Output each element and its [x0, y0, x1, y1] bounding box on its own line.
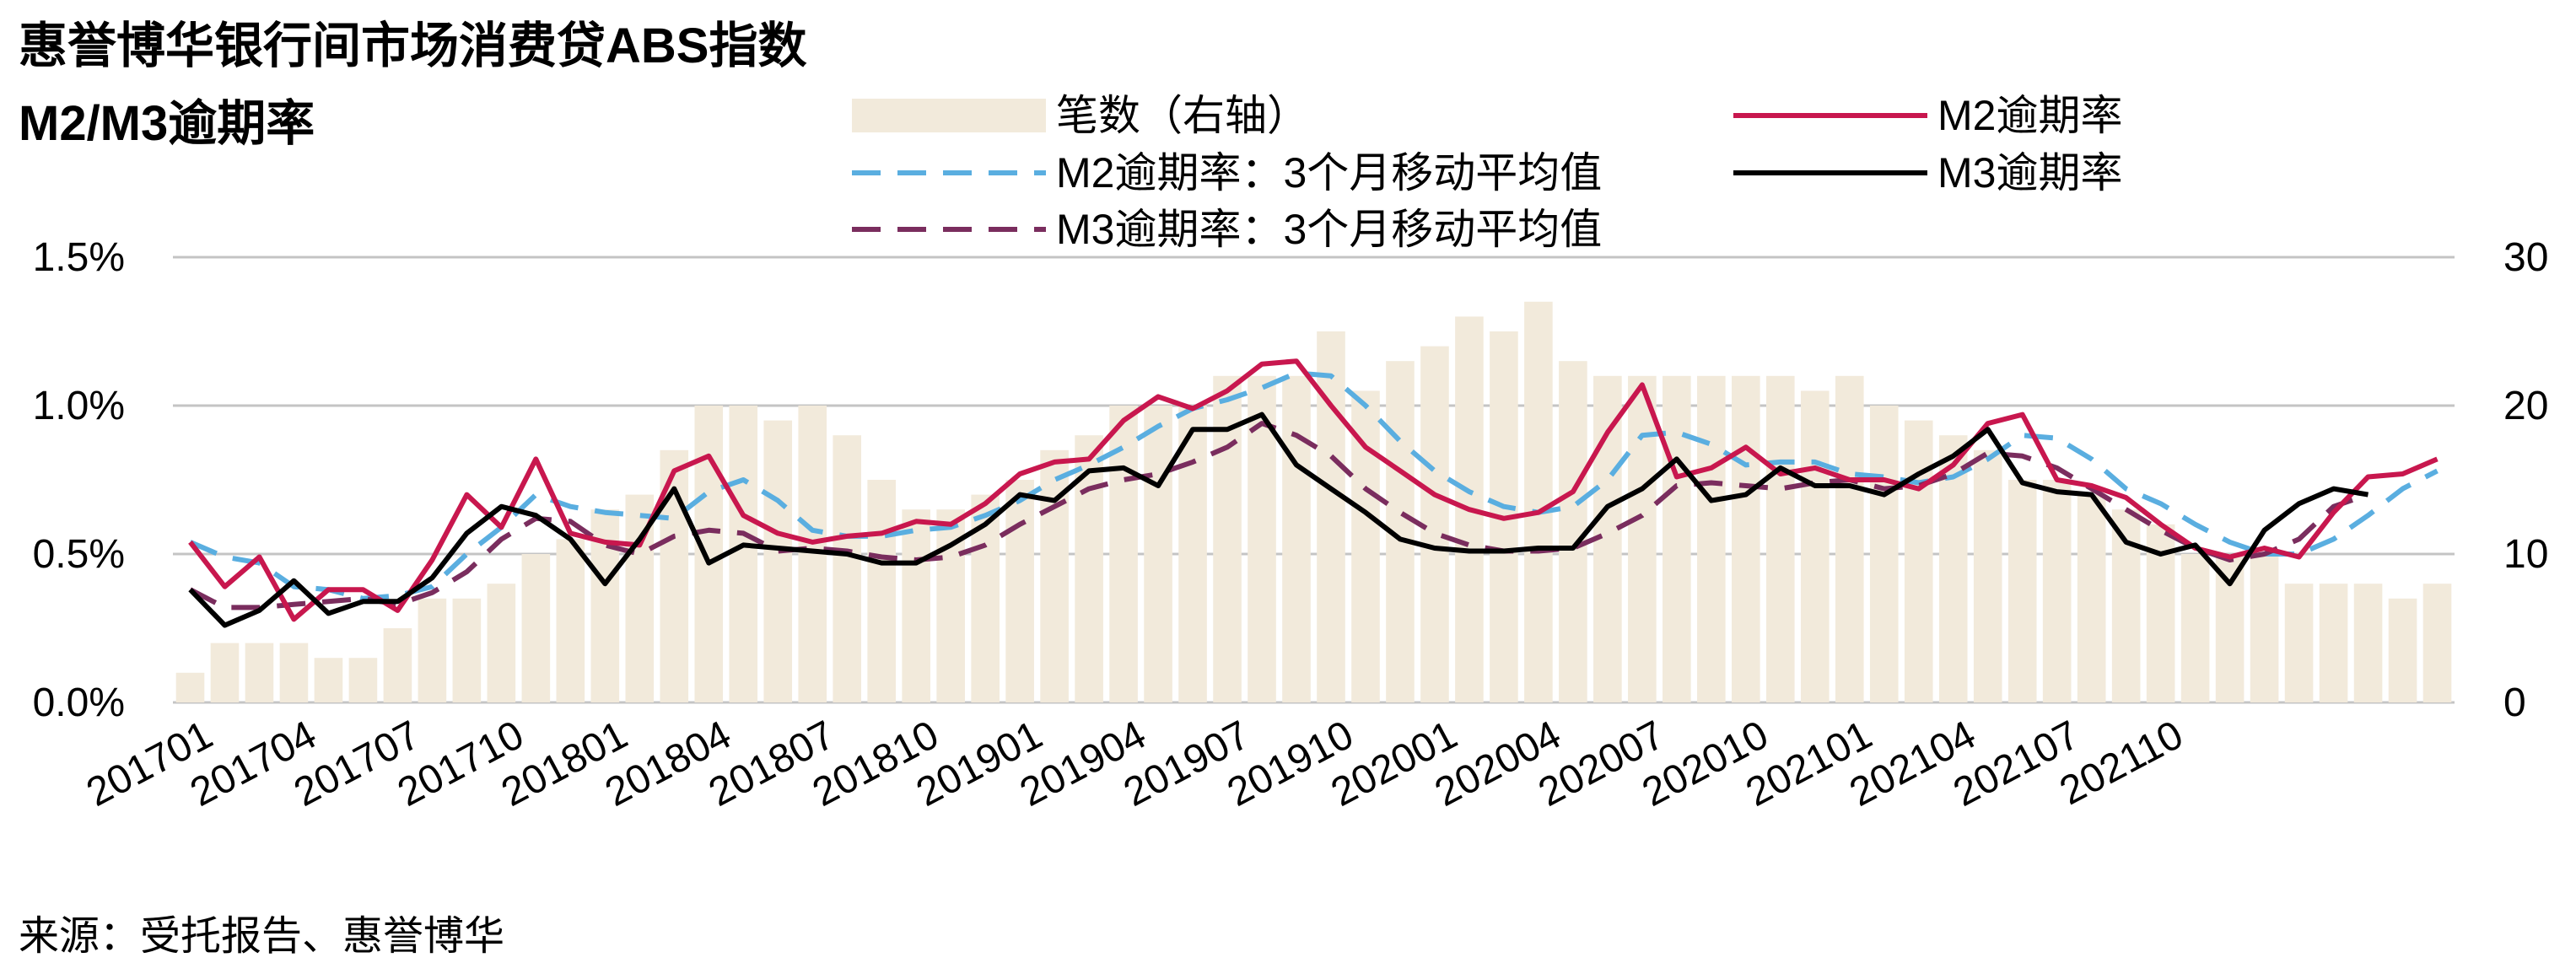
bar — [694, 406, 724, 702]
legend-label: M3逾期率：3个月移动平均值 — [1056, 206, 1602, 253]
bar — [556, 539, 585, 702]
bar — [729, 406, 758, 702]
bar — [2042, 480, 2072, 702]
bar — [314, 658, 343, 702]
bar — [1144, 406, 1172, 702]
bar — [1040, 449, 1069, 702]
bar — [1869, 406, 1899, 702]
bar — [1732, 375, 1760, 702]
bar — [210, 643, 240, 702]
legend-label: M2逾期率 — [1937, 92, 2122, 139]
bar — [1524, 301, 1553, 702]
bar — [452, 598, 482, 702]
bar — [2077, 494, 2106, 702]
bar — [1005, 480, 1034, 702]
series-line — [189, 370, 2439, 601]
gridlines — [173, 256, 2455, 704]
bar — [1904, 420, 1933, 702]
bar — [2319, 584, 2348, 702]
bar — [1351, 390, 1380, 702]
bar — [1663, 375, 1691, 702]
y-left-tick-label: 0.0% — [33, 681, 125, 725]
bar — [175, 672, 205, 702]
bar — [2215, 554, 2245, 702]
legend-label: M3逾期率 — [1937, 149, 2122, 196]
bar — [1109, 406, 1138, 702]
bar — [348, 658, 378, 702]
bar — [1835, 375, 1864, 702]
bar — [2180, 554, 2210, 702]
series-line — [188, 412, 2369, 628]
bar — [1800, 390, 1830, 702]
y-right-tick-label: 20 — [2503, 384, 2548, 428]
y-left-tick-label: 1.5% — [33, 235, 125, 280]
legend: 笔数（右轴） M2逾期率：3个月移动平均值 M3逾期率：3个月移动平均值 M2逾期率 M… — [852, 92, 2122, 253]
bar — [833, 435, 862, 702]
legend-label: 笔数（右轴） — [1056, 92, 1309, 139]
bar — [1697, 375, 1726, 702]
bar — [2007, 480, 2037, 702]
bar — [383, 628, 412, 702]
bar — [1282, 375, 1311, 702]
bar — [1420, 346, 1449, 702]
source-note: 来源：受托报告、惠誉博华 — [19, 914, 505, 959]
bar — [1938, 435, 1968, 702]
bar — [2388, 598, 2417, 702]
y-right-tick-label: 30 — [2503, 235, 2548, 280]
bar — [1765, 375, 1795, 702]
chart-subtitle: M2/M3逾期率 — [19, 96, 315, 151]
bar — [418, 598, 447, 702]
bar — [1075, 435, 1103, 702]
legend-label: M2逾期率：3个月移动平均值 — [1056, 149, 1602, 196]
bar — [245, 643, 274, 702]
y-right-tick-label: 10 — [2503, 532, 2548, 577]
bar — [487, 584, 516, 702]
bar — [2353, 584, 2383, 702]
series-line — [188, 358, 2439, 622]
y-right-tick-label: 0 — [2503, 681, 2526, 725]
y-left-tick-label: 1.0% — [33, 384, 125, 428]
bar — [1973, 449, 2002, 702]
bar — [1559, 361, 1587, 702]
bar — [1178, 406, 1207, 702]
bar — [763, 420, 793, 702]
bar — [1317, 331, 1345, 702]
bar — [2422, 584, 2452, 702]
chart-title: 惠誉博华银行间市场消费贷ABS指数 — [19, 19, 807, 73]
line-series — [188, 358, 2439, 628]
bar — [279, 643, 309, 702]
bar — [521, 554, 551, 702]
legend-swatch — [852, 99, 1046, 132]
bar — [867, 480, 896, 702]
bar — [2284, 584, 2314, 702]
y-left-tick-label: 0.5% — [33, 532, 125, 577]
bar — [902, 509, 930, 702]
bar — [1628, 375, 1657, 702]
bar — [2250, 554, 2279, 702]
